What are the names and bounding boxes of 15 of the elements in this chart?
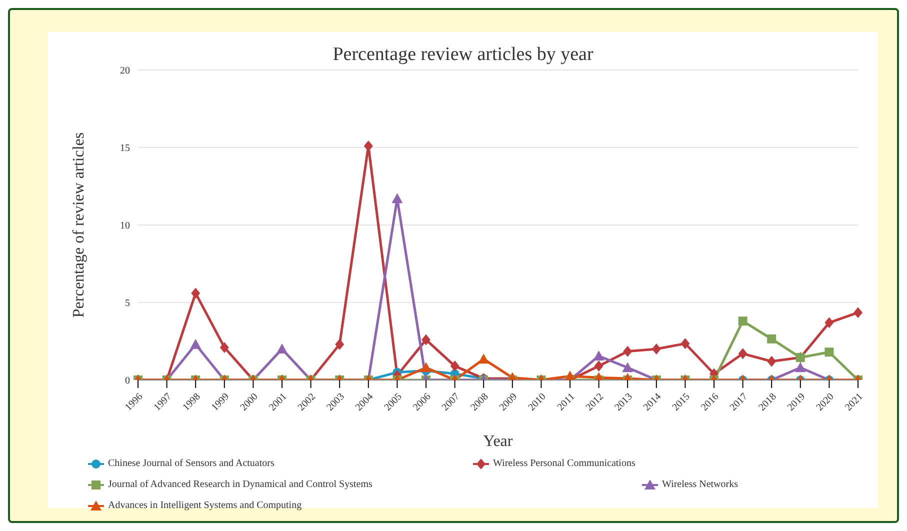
- y-axis-title: Percentage of review articles: [70, 132, 88, 318]
- legend-label: Journal of Advanced Research in Dynamical and Control Systems: [108, 479, 372, 490]
- legend-label: Advances in Intelligent Systems and Computing: [108, 500, 302, 511]
- chart-title: Percentage review articles by year: [332, 44, 594, 66]
- x-axis-title: Year: [483, 433, 514, 450]
- legend-label: Wireless Networks: [662, 479, 738, 490]
- y-tick-label: 0: [125, 376, 130, 387]
- x-tick-label: 2011: [555, 391, 578, 414]
- y-tick-label: 15: [120, 143, 130, 154]
- y-tick-label: 10: [120, 220, 130, 232]
- x-tick-label: 1999: [210, 391, 232, 414]
- y-tick-label: 20: [120, 66, 130, 77]
- legend-label: Chinese Journal of Sensors and Actuators: [108, 458, 274, 469]
- legend-label: Wireless Personal Communications: [493, 458, 636, 469]
- y-tick-label: 5: [125, 298, 130, 310]
